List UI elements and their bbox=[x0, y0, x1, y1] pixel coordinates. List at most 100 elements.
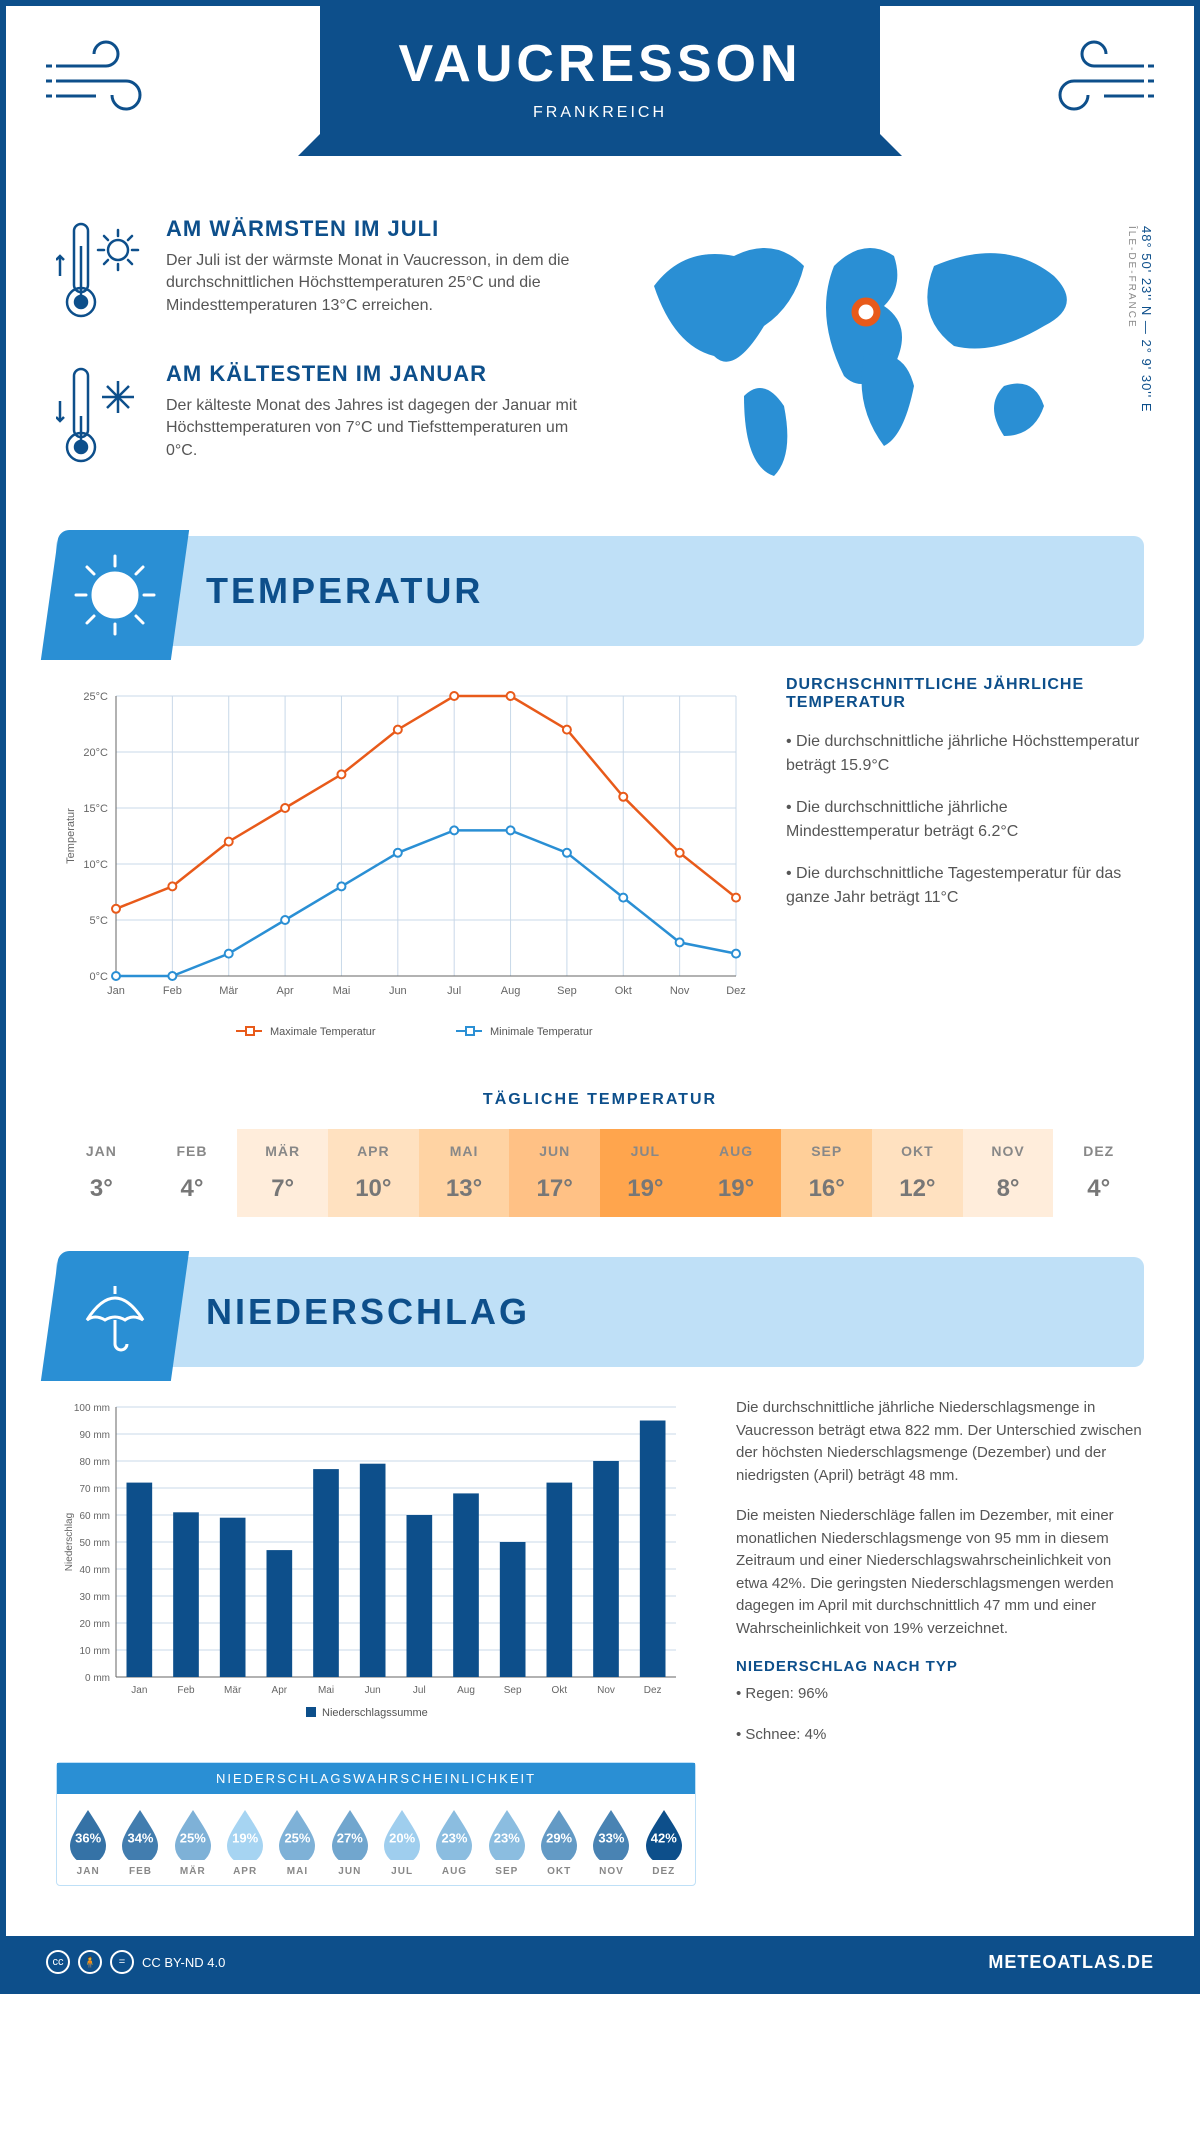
probability-drop: 19%APR bbox=[220, 1808, 270, 1877]
svg-text:25°C: 25°C bbox=[83, 691, 108, 703]
svg-text:Aug: Aug bbox=[501, 985, 521, 997]
svg-text:Feb: Feb bbox=[177, 1685, 195, 1696]
title-ribbon: VAUCRESSON FRANKREICH bbox=[320, 6, 880, 156]
probability-drop: 25%MAI bbox=[272, 1808, 322, 1877]
svg-text:100 mm: 100 mm bbox=[74, 1403, 110, 1414]
svg-text:Mai: Mai bbox=[318, 1685, 334, 1696]
svg-text:Jul: Jul bbox=[413, 1685, 426, 1696]
svg-text:10°C: 10°C bbox=[83, 859, 108, 871]
temp-bullet: • Die durchschnittliche jährliche Mindes… bbox=[786, 796, 1144, 844]
svg-text:Niederschlag: Niederschlag bbox=[64, 1513, 75, 1571]
intro-row: AM WÄRMSTEN IM JULI Der Juli ist der wär… bbox=[6, 186, 1194, 526]
svg-text:Mai: Mai bbox=[333, 985, 351, 997]
svg-text:Jul: Jul bbox=[447, 985, 461, 997]
probability-drop: 25%MÄR bbox=[168, 1808, 218, 1877]
svg-text:0 mm: 0 mm bbox=[85, 1673, 110, 1684]
svg-text:0°C: 0°C bbox=[90, 971, 109, 983]
probability-drop: 36%JAN bbox=[63, 1808, 113, 1877]
probability-drop: 23%AUG bbox=[429, 1808, 479, 1877]
svg-text:Nov: Nov bbox=[597, 1685, 615, 1696]
svg-text:Sep: Sep bbox=[504, 1685, 522, 1696]
svg-text:Temperatur: Temperatur bbox=[65, 808, 77, 864]
world-map-icon bbox=[624, 216, 1104, 496]
temperature-summary: DURCHSCHNITTLICHE JÄHRLICHE TEMPERATUR •… bbox=[786, 676, 1144, 1061]
daily-temp-cell: SEP16° bbox=[781, 1129, 872, 1217]
probability-drop: 23%SEP bbox=[482, 1808, 532, 1877]
svg-text:Maximale Temperatur: Maximale Temperatur bbox=[270, 1026, 376, 1038]
daily-temp-cell: MAI13° bbox=[419, 1129, 510, 1217]
precip-type-title: NIEDERSCHLAG NACH TYP bbox=[736, 1658, 1144, 1675]
precip-para: Die durchschnittliche jährliche Niedersc… bbox=[736, 1397, 1144, 1487]
coldest-fact: AM KÄLTESTEN IM JANUAR Der kälteste Mona… bbox=[56, 361, 594, 476]
svg-text:Okt: Okt bbox=[615, 985, 632, 997]
svg-text:15°C: 15°C bbox=[83, 803, 108, 815]
precip-type-rain: • Regen: 96% bbox=[736, 1683, 1144, 1706]
temperature-title: TEMPERATUR bbox=[206, 570, 483, 612]
daily-temp-cell: FEB4° bbox=[147, 1129, 238, 1217]
temp-summary-heading: DURCHSCHNITTLICHE JÄHRLICHE TEMPERATUR bbox=[786, 676, 1144, 712]
header: VAUCRESSON FRANKREICH bbox=[6, 6, 1194, 186]
sun-icon bbox=[41, 530, 189, 660]
svg-text:Aug: Aug bbox=[457, 1685, 475, 1696]
probability-drop: 20%JUL bbox=[377, 1808, 427, 1877]
brand: METEOATLAS.DE bbox=[988, 1952, 1154, 1973]
daily-temp-cell: MÄR7° bbox=[237, 1129, 328, 1217]
daily-temp-cell: OKT12° bbox=[872, 1129, 963, 1217]
svg-text:Jun: Jun bbox=[389, 985, 407, 997]
facts-column: AM WÄRMSTEN IM JULI Der Juli ist der wär… bbox=[56, 216, 594, 506]
coldest-text: Der kälteste Monat des Jahres ist dagege… bbox=[166, 395, 586, 462]
map-column: 48° 50' 23'' N — 2° 9' 30'' EÎLE-DE-FRAN… bbox=[624, 216, 1144, 506]
svg-text:Dez: Dez bbox=[644, 1685, 662, 1696]
svg-text:90 mm: 90 mm bbox=[79, 1430, 110, 1441]
svg-text:50 mm: 50 mm bbox=[79, 1538, 110, 1549]
precipitation-text: Die durchschnittliche jährliche Niedersc… bbox=[736, 1397, 1144, 1886]
daily-temp-cell: DEZ4° bbox=[1053, 1129, 1144, 1217]
svg-text:Mär: Mär bbox=[219, 985, 238, 997]
svg-text:Jan: Jan bbox=[131, 1685, 147, 1696]
by-icon: 🧍 bbox=[78, 1950, 102, 1974]
svg-text:60 mm: 60 mm bbox=[79, 1511, 110, 1522]
precip-type-snow: • Schnee: 4% bbox=[736, 1724, 1144, 1747]
svg-text:Okt: Okt bbox=[552, 1685, 568, 1696]
probability-drop: 27%JUN bbox=[325, 1808, 375, 1877]
warmest-fact: AM WÄRMSTEN IM JULI Der Juli ist der wär… bbox=[56, 216, 594, 331]
svg-text:Nov: Nov bbox=[670, 985, 690, 997]
daily-temp-cell: NOV8° bbox=[963, 1129, 1054, 1217]
probability-drop: 42%DEZ bbox=[639, 1808, 689, 1877]
daily-temp-cell: JUL19° bbox=[600, 1129, 691, 1217]
thermometer-sun-icon bbox=[56, 216, 146, 331]
svg-text:20 mm: 20 mm bbox=[79, 1619, 110, 1630]
svg-text:Jun: Jun bbox=[365, 1685, 381, 1696]
daily-temp-cell: APR10° bbox=[328, 1129, 419, 1217]
daily-temp-cell: AUG19° bbox=[691, 1129, 782, 1217]
svg-text:70 mm: 70 mm bbox=[79, 1484, 110, 1495]
svg-text:Apr: Apr bbox=[277, 985, 294, 997]
svg-text:Mär: Mär bbox=[224, 1685, 242, 1696]
probability-drop: 33%NOV bbox=[586, 1808, 636, 1877]
daily-temp-cell: JAN3° bbox=[56, 1129, 147, 1217]
temperature-line-chart: 0°C5°C10°C15°C20°C25°CJanFebMärAprMaiJun… bbox=[56, 676, 756, 1061]
precipitation-section-header: NIEDERSCHLAG bbox=[56, 1257, 1144, 1367]
svg-text:Feb: Feb bbox=[163, 985, 182, 997]
precip-para: Die meisten Niederschläge fallen im Deze… bbox=[736, 1505, 1144, 1640]
license-text: CC BY-ND 4.0 bbox=[142, 1955, 225, 1970]
svg-text:30 mm: 30 mm bbox=[79, 1592, 110, 1603]
precipitation-bar-chart: 0 mm10 mm20 mm30 mm40 mm50 mm60 mm70 mm8… bbox=[56, 1397, 696, 1737]
cc-icon: cc bbox=[46, 1950, 70, 1974]
svg-text:Sep: Sep bbox=[557, 985, 577, 997]
svg-text:Apr: Apr bbox=[272, 1685, 288, 1696]
probability-drop: 34%FEB bbox=[115, 1808, 165, 1877]
warmest-text: Der Juli ist der wärmste Monat in Vaucre… bbox=[166, 250, 586, 317]
license: cc 🧍 = CC BY-ND 4.0 bbox=[46, 1950, 225, 1974]
umbrella-icon bbox=[41, 1251, 189, 1381]
wind-icon bbox=[46, 36, 156, 121]
svg-text:Dez: Dez bbox=[726, 985, 746, 997]
probability-title: NIEDERSCHLAGSWAHRSCHEINLICHKEIT bbox=[57, 1763, 695, 1794]
temp-bullet: • Die durchschnittliche Tagestemperatur … bbox=[786, 862, 1144, 910]
precipitation-row: 0 mm10 mm20 mm30 mm40 mm50 mm60 mm70 mm8… bbox=[6, 1387, 1194, 1906]
page: VAUCRESSON FRANKREICH AM WÄ bbox=[0, 0, 1200, 1994]
nd-icon: = bbox=[110, 1950, 134, 1974]
precipitation-title: NIEDERSCHLAG bbox=[206, 1291, 530, 1333]
svg-text:10 mm: 10 mm bbox=[79, 1646, 110, 1657]
daily-title: TÄGLICHE TEMPERATUR bbox=[56, 1091, 1144, 1109]
